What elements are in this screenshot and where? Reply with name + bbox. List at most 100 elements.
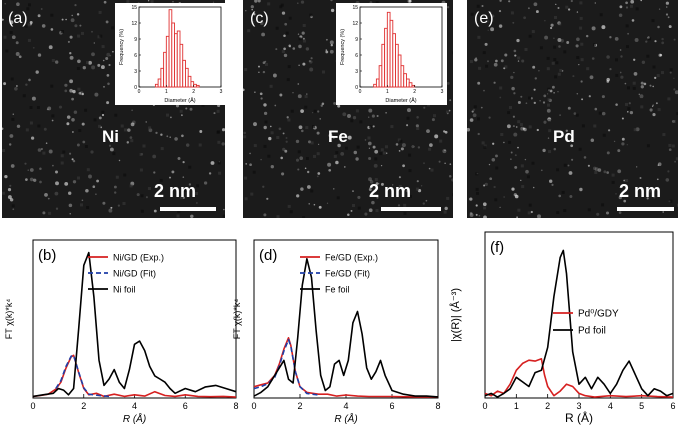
- background-grain: [86, 168, 90, 172]
- background-grain: [217, 130, 221, 134]
- atom-speck: [491, 158, 496, 162]
- atom-speck: [8, 143, 12, 146]
- background-grain: [359, 120, 363, 124]
- atom-speck: [40, 8, 43, 10]
- atom-speck: [333, 101, 337, 105]
- y-tick-label: 6: [134, 53, 137, 59]
- background-grain: [579, 16, 583, 20]
- atom-speck: [583, 156, 587, 159]
- background-grain: [159, 178, 163, 182]
- atom-speck: [72, 131, 74, 133]
- atom-speck: [406, 124, 409, 127]
- background-grain: [217, 140, 221, 144]
- atom-speck: [109, 54, 112, 57]
- atom-speck: [189, 107, 193, 111]
- atom-speck: [603, 170, 607, 174]
- background-grain: [579, 1, 583, 5]
- atom-speck: [263, 111, 268, 116]
- atom-speck: [106, 52, 111, 57]
- background-grain: [27, 38, 31, 42]
- atom-speck: [493, 185, 496, 189]
- background-grain: [625, 102, 628, 106]
- atom-speck: [118, 159, 121, 162]
- atom-speck: [330, 8, 335, 13]
- atom-speck: [223, 208, 225, 211]
- atom-speck: [477, 81, 481, 85]
- atom-speck: [423, 162, 425, 165]
- atom-speck: [520, 95, 523, 98]
- legend-entry: Fe/GD (Fit): [325, 269, 370, 279]
- atom-speck: [301, 129, 304, 133]
- background-grain: [635, 7, 639, 11]
- atom-speck: [426, 129, 430, 134]
- atom-speck: [81, 122, 85, 126]
- atom-speck: [279, 93, 283, 97]
- atom-speck: [478, 214, 481, 217]
- atom-speck: [73, 110, 78, 114]
- background-grain: [188, 165, 192, 169]
- background-grain: [275, 26, 279, 30]
- atom-speck: [569, 195, 573, 198]
- atom-speck: [544, 20, 546, 22]
- atom-speck: [475, 204, 478, 207]
- atom-speck: [316, 175, 319, 178]
- atom-speck: [112, 50, 114, 53]
- atom-speck: [438, 160, 441, 163]
- atom-speck: [169, 176, 171, 179]
- atom-speck: [551, 183, 554, 186]
- atom-speck: [495, 154, 498, 158]
- atom-speck: [364, 139, 367, 141]
- background-grain: [578, 147, 582, 151]
- background-grain: [527, 211, 531, 215]
- background-grain: [668, 143, 672, 147]
- background-grain: [129, 184, 133, 188]
- atom-speck: [673, 88, 676, 91]
- x-tick-label: 4: [132, 401, 137, 411]
- background-grain: [594, 171, 598, 174]
- atom-speck: [71, 14, 73, 17]
- background-grain: [367, 136, 371, 140]
- background-grain: [579, 26, 583, 30]
- background-grain: [115, 175, 119, 179]
- atom-speck: [306, 93, 308, 95]
- background-grain: [369, 125, 372, 129]
- atom-speck: [624, 82, 627, 85]
- atom-speck: [332, 137, 335, 140]
- atom-speck: [298, 125, 303, 130]
- atom-speck: [69, 213, 71, 215]
- panel-label-c: (c): [250, 10, 269, 27]
- atom-speck: [667, 170, 670, 173]
- background-grain: [416, 127, 420, 130]
- atom-speck: [587, 164, 590, 167]
- atom-speck: [297, 83, 300, 85]
- background-grain: [546, 67, 550, 71]
- atom-speck: [472, 108, 476, 111]
- x-tick-label: 4: [608, 401, 613, 411]
- background-grain: [350, 119, 354, 123]
- atom-speck: [407, 108, 411, 113]
- atom-speck: [169, 116, 172, 119]
- atom-speck: [659, 53, 663, 57]
- atom-speck: [297, 168, 300, 171]
- atom-speck: [535, 10, 539, 14]
- atom-speck: [263, 125, 267, 130]
- atom-speck: [495, 59, 498, 63]
- atom-speck: [301, 31, 305, 35]
- atom-speck: [106, 74, 110, 77]
- background-grain: [519, 123, 523, 127]
- atom-speck: [29, 177, 34, 182]
- background-grain: [24, 24, 28, 28]
- background-grain: [615, 58, 618, 62]
- atom-speck: [350, 209, 353, 212]
- atom-speck: [575, 44, 579, 48]
- background-grain: [302, 216, 306, 218]
- atom-speck: [347, 135, 352, 140]
- background-grain: [287, 65, 291, 69]
- atom-speck: [185, 107, 188, 110]
- atom-speck: [326, 202, 329, 204]
- background-grain: [651, 19, 655, 23]
- atom-speck: [422, 202, 425, 205]
- atom-speck: [543, 120, 547, 124]
- background-grain: [652, 65, 656, 69]
